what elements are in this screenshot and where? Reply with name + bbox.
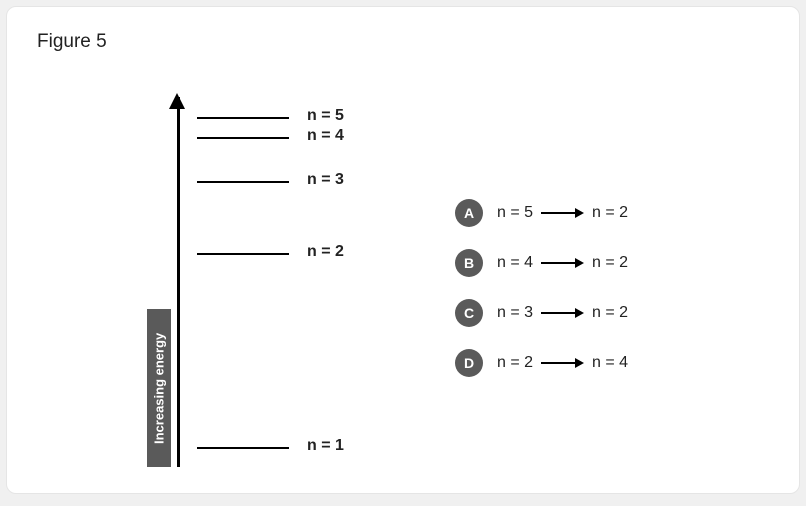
arrow-right-icon [541, 258, 584, 268]
transition-text: n = 4 n = 2 [497, 254, 628, 272]
transition-text: n = 2 n = 4 [497, 354, 628, 372]
answer-option[interactable]: Cn = 3 n = 2 [455, 293, 628, 333]
energy-level-line [197, 253, 289, 255]
axis-label-increasing-energy: Increasing energy [147, 309, 171, 467]
energy-axis-line [177, 97, 180, 467]
answer-badge: A [455, 199, 483, 227]
energy-level-label: n = 3 [307, 171, 344, 189]
answer-option[interactable]: Dn = 2 n = 4 [455, 343, 628, 383]
arrow-right-icon [541, 358, 584, 368]
answer-badge: C [455, 299, 483, 327]
energy-level-label: n = 2 [307, 243, 344, 261]
energy-level-label: n = 4 [307, 127, 344, 145]
transition-text: n = 3 n = 2 [497, 304, 628, 322]
arrow-up-icon [169, 93, 185, 109]
energy-level-label: n = 5 [307, 107, 344, 125]
answer-badge: D [455, 349, 483, 377]
transition-text: n = 5 n = 2 [497, 204, 628, 222]
transition-from: n = 5 [497, 204, 533, 222]
energy-level-line [197, 181, 289, 183]
transition-from: n = 3 [497, 304, 533, 322]
transition-to: n = 2 [592, 304, 628, 322]
energy-level-line [197, 447, 289, 449]
figure-title: Figure 5 [37, 31, 107, 53]
transition-from: n = 4 [497, 254, 533, 272]
transition-to: n = 2 [592, 254, 628, 272]
energy-level-line [197, 117, 289, 119]
arrow-right-icon [541, 308, 584, 318]
answer-badge: B [455, 249, 483, 277]
transition-from: n = 2 [497, 354, 533, 372]
transition-to: n = 2 [592, 204, 628, 222]
arrow-right-icon [541, 208, 584, 218]
figure-card: Figure 5 Increasing energy n = 5n = 4n =… [6, 6, 800, 494]
answer-option[interactable]: Bn = 4 n = 2 [455, 243, 628, 283]
energy-level-label: n = 1 [307, 437, 344, 455]
answer-options: An = 5n = 2Bn = 4n = 2Cn = 3n = 2Dn = 2n… [455, 193, 628, 393]
answer-option[interactable]: An = 5 n = 2 [455, 193, 628, 233]
transition-to: n = 4 [592, 354, 628, 372]
energy-level-diagram: Increasing energy n = 5 n = 4 n = 3 n = 2 n … [107, 97, 357, 477]
energy-level-line [197, 137, 289, 139]
